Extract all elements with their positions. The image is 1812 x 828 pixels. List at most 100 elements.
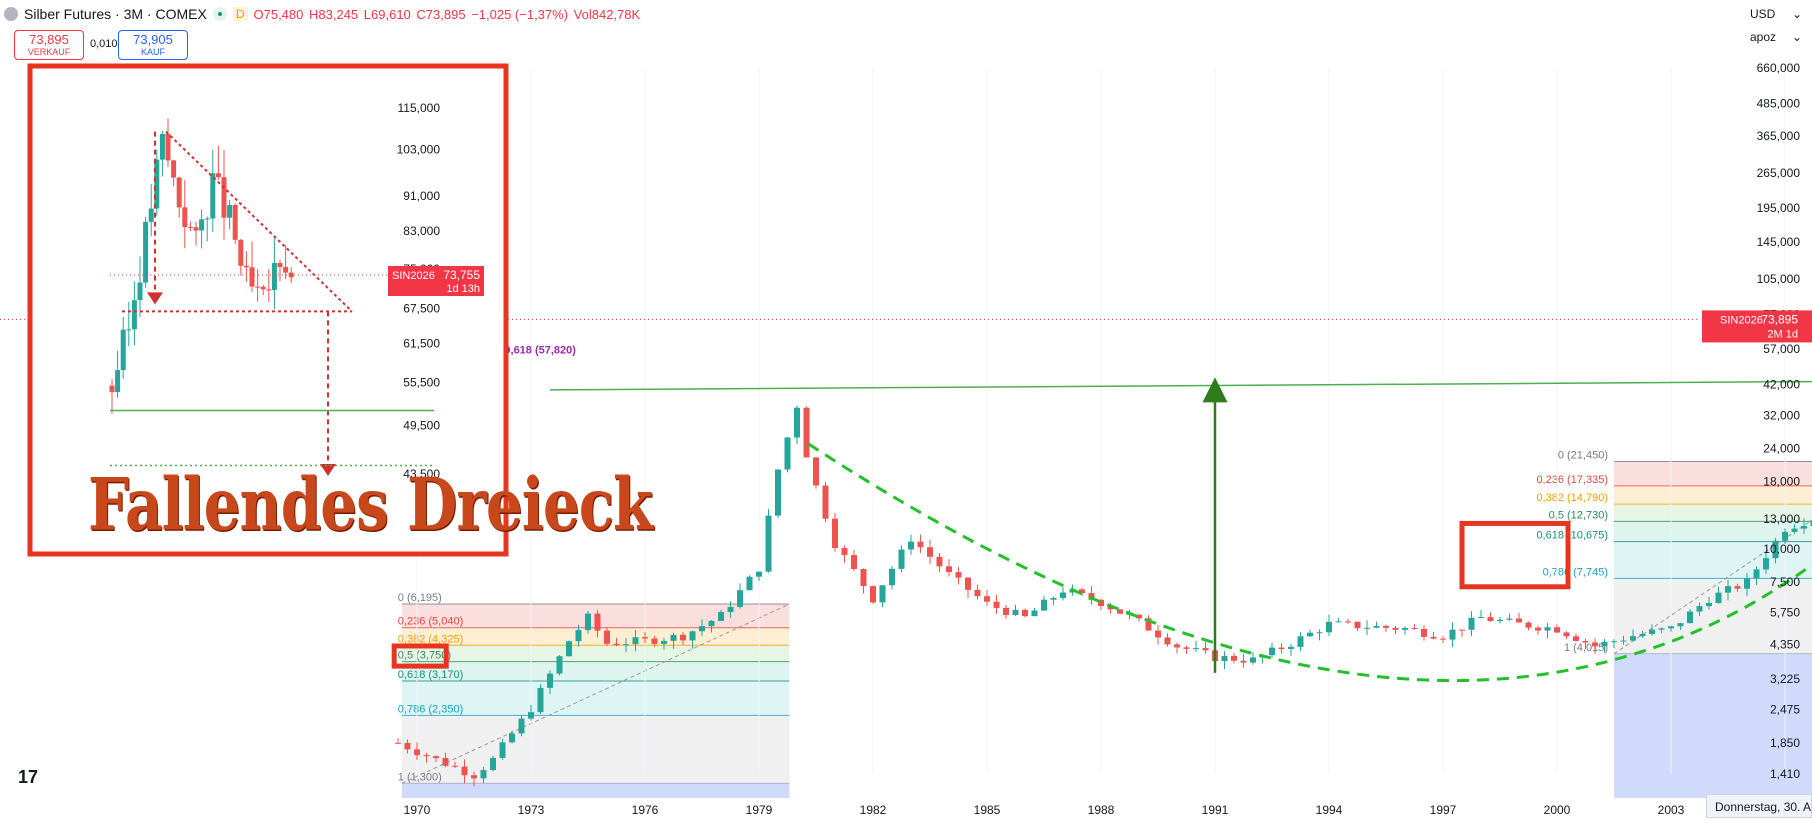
high-value: H83,245: [309, 6, 359, 22]
candle-body: [775, 469, 781, 516]
candle-body: [528, 712, 534, 719]
inset-price-symbol: SIN2026: [392, 270, 435, 282]
candle-body: [832, 518, 838, 549]
y-tick-label: 145,000: [1757, 235, 1801, 249]
y-tick-label: 105,000: [1757, 272, 1801, 286]
inset-candle-body: [120, 329, 126, 371]
candle-body: [1535, 627, 1541, 631]
buy-button[interactable]: 73,905 KAUF: [118, 30, 188, 60]
x-tick-label: 1979: [746, 803, 773, 817]
tradingview-logo[interactable]: 17: [18, 767, 39, 787]
candle-body: [642, 637, 648, 639]
inset-y-tick: 61,500: [403, 337, 440, 351]
inset-candle-body: [126, 329, 132, 331]
x-tick-label: 1973: [518, 803, 545, 817]
fib-level-label: 0,618 (10,675): [1536, 530, 1608, 542]
candle-body: [547, 673, 553, 688]
inset-candle-body: [159, 133, 165, 160]
unit-label: apoz: [1750, 30, 1777, 44]
candle-body: [585, 613, 591, 631]
fib-zone: [1614, 521, 1812, 542]
candle-body: [480, 770, 487, 779]
y-tick-label: 1,850: [1770, 736, 1800, 750]
inset-y-tick: 115,000: [398, 101, 441, 115]
candle-body: [870, 586, 876, 603]
candle-body: [765, 515, 772, 572]
candle-body: [1601, 641, 1608, 647]
candle-body: [651, 638, 658, 644]
chevron-down-icon: ⌄: [1791, 30, 1802, 44]
open-value: O75,480: [253, 6, 304, 22]
inset-candle-body: [271, 262, 277, 291]
candle-body: [537, 687, 544, 713]
candle-body: [1221, 655, 1228, 662]
axes: 660,000 485,000 365,000 265,000 195,000 145,0…: [0, 61, 1812, 817]
inset-candle-body: [210, 173, 216, 219]
candle-body: [404, 742, 411, 750]
candle-body: [1373, 625, 1380, 628]
candle-body: [1516, 618, 1522, 623]
candle-body: [1763, 558, 1769, 570]
candle-body: [566, 641, 572, 657]
inset-candle-body: [187, 227, 193, 229]
candle-body: [518, 718, 525, 734]
candle-body: [965, 577, 971, 590]
y-tick-label: 3,225: [1770, 672, 1800, 686]
candle-body: [670, 634, 677, 641]
candle-body: [727, 606, 734, 613]
fib-zone: [401, 680, 790, 716]
inset-candle-body: [288, 272, 294, 278]
candle-body: [1725, 586, 1731, 593]
y-tick-label: 195,000: [1757, 201, 1801, 215]
y-tick-label: 485,000: [1757, 96, 1801, 110]
inset-candle-body: [204, 218, 210, 220]
candle-body: [689, 631, 696, 641]
inset-candle-body: [199, 219, 205, 231]
candle-body: [414, 749, 420, 756]
sell-button[interactable]: 73,895 VERKAUF: [14, 30, 84, 60]
candle-body: [1250, 657, 1256, 663]
candle-body: [1297, 636, 1304, 647]
inset-candle-body: [283, 267, 289, 273]
inset-candle-body: [171, 160, 177, 178]
inset-candle-body: [176, 177, 182, 208]
inset-arrow-head: [147, 292, 163, 305]
inset-candle-body: [238, 239, 244, 266]
candle-body: [1696, 606, 1703, 612]
inset-candle-body: [148, 208, 154, 222]
fib-zone: [401, 645, 790, 662]
symbol-title[interactable]: Silber Futures · 3M · COMEX: [24, 6, 207, 22]
candle-body: [708, 620, 715, 627]
inset-price-badge: [388, 265, 484, 296]
candle-body: [1753, 569, 1760, 579]
current-price-countdown: 2M 1d: [1767, 328, 1798, 340]
candle-body: [1060, 592, 1066, 598]
inset-y-tick: 55,500: [403, 375, 440, 389]
x-tick-label: 1985: [974, 803, 1001, 817]
inset-y-tick: 49,500: [403, 418, 440, 432]
low-value: L69,610: [363, 6, 411, 22]
candle-body: [699, 626, 705, 632]
currency-select[interactable]: USD ⌄: [1750, 7, 1802, 21]
buy-price: 73,905: [133, 32, 173, 47]
unit-select[interactable]: apoz ⌄: [1750, 30, 1802, 44]
candle-body: [1630, 636, 1636, 641]
candle-body: [490, 757, 496, 771]
candle-body: [1288, 646, 1294, 650]
x-tick-label: 1970: [404, 803, 431, 817]
fib-level-label: 1 (1,300): [398, 771, 442, 783]
candle-body: [1563, 632, 1570, 637]
candle-body: [1715, 592, 1722, 604]
candle-body: [1174, 644, 1180, 648]
candle-body: [1003, 607, 1009, 616]
candle-body: [784, 437, 791, 470]
candle-body: [1307, 632, 1313, 637]
x-tick-label: 2003: [1658, 803, 1685, 817]
candle-body: [1183, 647, 1190, 649]
candle-body: [803, 407, 810, 458]
candle-body: [851, 555, 857, 570]
sell-label: VERKAUF: [27, 47, 71, 57]
candle-body: [1782, 531, 1788, 541]
y-tick-label: 2,475: [1770, 702, 1800, 716]
